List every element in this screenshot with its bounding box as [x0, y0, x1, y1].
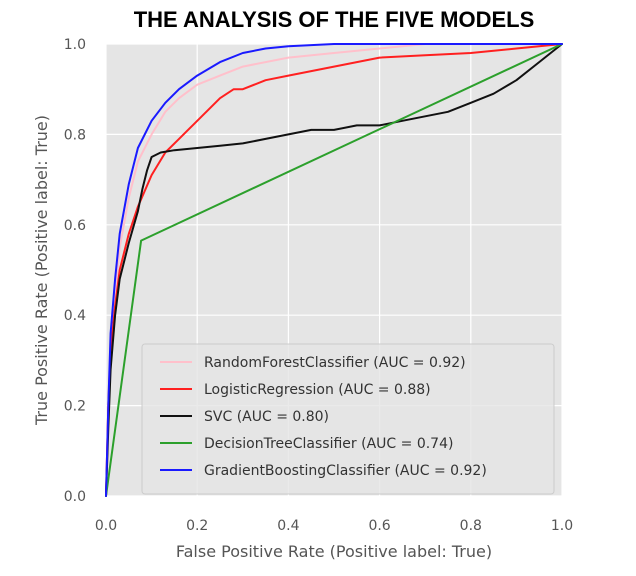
x-tick-label: 0.2 [186, 518, 208, 534]
legend: RandomForestClassifier (AUC = 0.92) Logis… [141, 343, 555, 495]
y-tick-label: 0.4 [64, 308, 86, 324]
y-tick-label: 1.0 [64, 37, 86, 53]
series-line-3 [105, 43, 563, 497]
y-tick-label: 0.8 [64, 127, 86, 143]
x-axis-label: False Positive Rate (Positive label: Tru… [176, 542, 492, 561]
y-axis-label: True Positive Rate (Positive label: True… [32, 115, 51, 426]
y-tick-label: 0.0 [64, 489, 86, 505]
legend-entry-label: SVC (AUC = 0.80) [204, 409, 329, 425]
x-tick-label: 1.0 [551, 518, 573, 534]
legend-entry-label: GradientBoostingClassifier (AUC = 0.92) [204, 463, 487, 479]
axis-ticks: 0.0 0.2 0.4 0.6 0.8 1.0 0.0 0.2 0.4 0.6 0.8 1.0 [64, 37, 573, 534]
series-lines [105, 43, 563, 497]
x-tick-label: 0.8 [460, 518, 482, 534]
y-tick-label: 0.6 [64, 218, 86, 234]
series-line-4 [105, 43, 563, 497]
plot-area [105, 43, 563, 497]
chart-title: THE ANALYSIS OF THE FIVE MODELS [134, 7, 535, 32]
legend-entry-label: DecisionTreeClassifier (AUC = 0.74) [204, 436, 453, 452]
legend-entry-label: LogisticRegression (AUC = 0.88) [204, 382, 431, 398]
series-line-2 [105, 43, 563, 497]
series-line-1 [105, 43, 563, 497]
y-tick-label: 0.2 [64, 399, 86, 415]
legend-box [141, 343, 555, 495]
x-tick-label: 0.6 [368, 518, 390, 534]
legend-entry-label: RandomForestClassifier (AUC = 0.92) [204, 355, 466, 371]
x-tick-label: 0.4 [277, 518, 299, 534]
x-tick-label: 0.0 [95, 518, 117, 534]
